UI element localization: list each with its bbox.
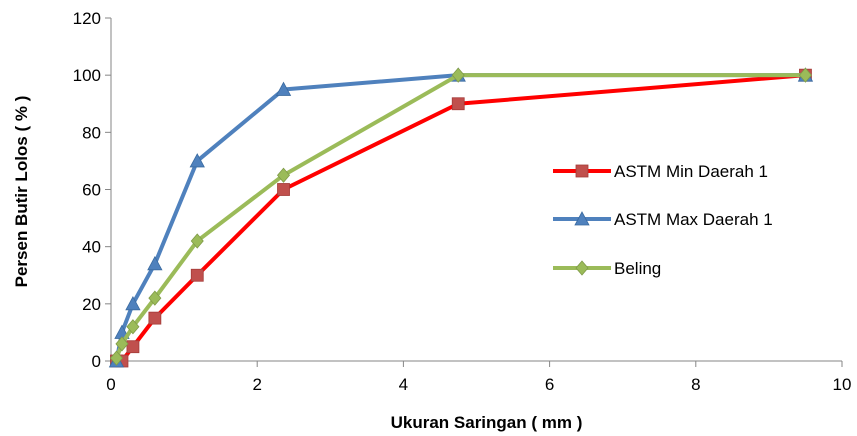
x-tick-label: 10 (833, 375, 852, 394)
y-tick-label: 20 (82, 295, 101, 314)
data-point (109, 350, 124, 366)
data-point (798, 67, 812, 83)
x-axis-label: Ukuran Saringan ( mm ) (391, 413, 583, 432)
data-point (125, 295, 141, 311)
series-3 (109, 67, 812, 366)
series-line (114, 73, 806, 362)
data-point (115, 336, 129, 352)
tick-labels: 0 20 40 60 80 100 120 0 2 4 6 8 10 (73, 9, 852, 394)
y-tick-label: 120 (73, 9, 101, 28)
y-tick-label: 40 (82, 238, 101, 257)
data-point (148, 290, 162, 306)
legend-item-3: Beling (553, 259, 661, 278)
legend-item-2: ASTM Max Daerah 1 (553, 210, 773, 229)
legend-label: ASTM Max Daerah 1 (614, 210, 773, 229)
y-tick-label: 60 (82, 181, 101, 200)
data-point (189, 153, 205, 168)
series-layer (108, 67, 814, 368)
data-point (190, 268, 204, 282)
data-point (148, 311, 162, 325)
data-point (126, 340, 140, 354)
x-tick-label: 0 (106, 375, 115, 394)
legend-marker (575, 164, 589, 178)
data-point (451, 67, 465, 83)
legend-marker (574, 211, 590, 226)
y-tick-label: 80 (82, 123, 101, 142)
legend-label: ASTM Min Daerah 1 (614, 162, 768, 181)
data-point (126, 319, 140, 335)
data-point (451, 97, 465, 111)
legend: ASTM Min Daerah 1 ASTM Max Daerah 1 Beling (553, 162, 773, 278)
x-tick-label: 8 (691, 375, 700, 394)
legend-label: Beling (614, 259, 661, 278)
legend-marker (575, 260, 589, 276)
legend-item-1: ASTM Min Daerah 1 (553, 162, 768, 181)
data-point (190, 233, 204, 249)
data-point (276, 167, 291, 183)
y-axis-label: Persen Butir Lolos ( % ) (12, 96, 31, 288)
y-tick-label: 100 (73, 66, 101, 85)
x-tick-label: 4 (399, 375, 408, 394)
x-tick-label: 2 (252, 375, 261, 394)
data-point (147, 255, 163, 271)
data-point (277, 183, 290, 196)
x-tick-label: 6 (545, 375, 554, 394)
axes (105, 17, 843, 367)
y-tick-label: 0 (92, 352, 101, 371)
data-point (275, 81, 292, 96)
